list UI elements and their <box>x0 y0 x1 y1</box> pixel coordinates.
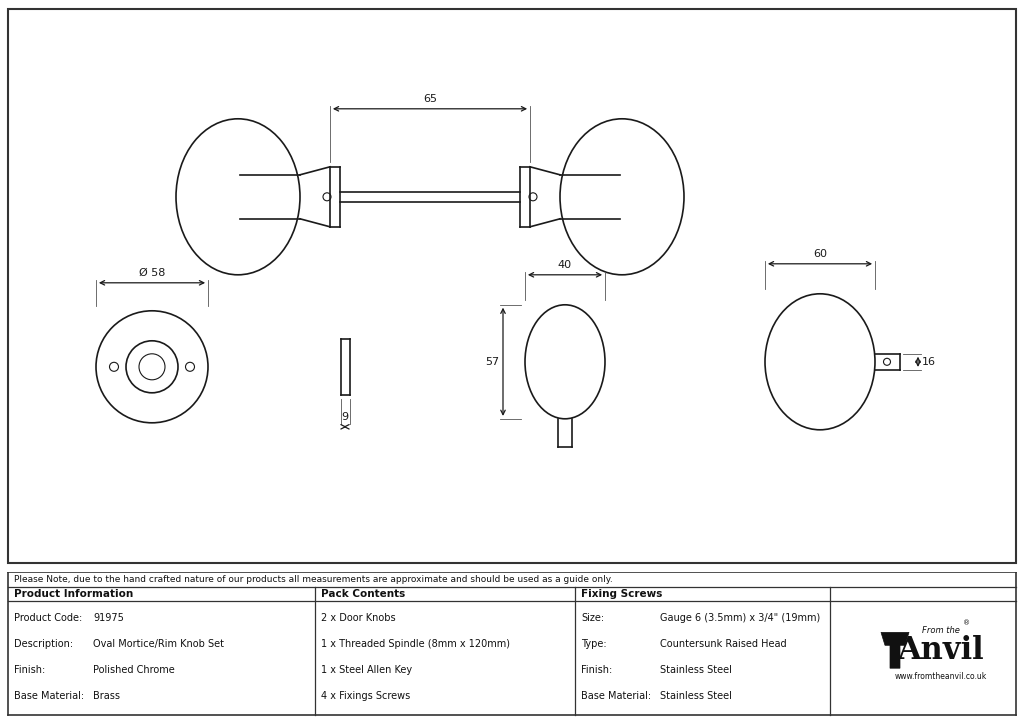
Text: Please Note, due to the hand crafted nature of our products all measurements are: Please Note, due to the hand crafted nat… <box>14 574 612 584</box>
Text: 16: 16 <box>922 357 936 367</box>
Text: Type:: Type: <box>581 639 606 649</box>
Text: Base Material:: Base Material: <box>14 691 84 700</box>
Text: Product Code:: Product Code: <box>14 613 82 623</box>
Text: 1 x Threaded Spindle (8mm x 120mm): 1 x Threaded Spindle (8mm x 120mm) <box>321 639 510 649</box>
Text: 9: 9 <box>341 412 348 422</box>
Text: ®: ® <box>964 620 971 626</box>
Text: From the: From the <box>922 626 959 635</box>
Text: Stainless Steel: Stainless Steel <box>660 691 732 700</box>
Text: 1 x Steel Allen Key: 1 x Steel Allen Key <box>321 665 412 675</box>
Text: 57: 57 <box>485 357 499 367</box>
Text: Product Information: Product Information <box>14 589 133 599</box>
Text: Base Material:: Base Material: <box>581 691 651 700</box>
Text: 2 x Door Knobs: 2 x Door Knobs <box>321 613 395 623</box>
Polygon shape <box>881 632 909 668</box>
Text: Finish:: Finish: <box>581 665 612 675</box>
Text: Gauge 6 (3.5mm) x 3/4" (19mm): Gauge 6 (3.5mm) x 3/4" (19mm) <box>660 613 820 623</box>
Text: 91975: 91975 <box>93 613 124 623</box>
Text: Anvil: Anvil <box>898 635 984 666</box>
Text: www.fromtheanvil.co.uk: www.fromtheanvil.co.uk <box>895 672 987 681</box>
Text: 60: 60 <box>813 249 827 259</box>
Text: Brass: Brass <box>93 691 120 700</box>
Text: Countersunk Raised Head: Countersunk Raised Head <box>660 639 786 649</box>
Text: Stainless Steel: Stainless Steel <box>660 665 732 675</box>
Text: Pack Contents: Pack Contents <box>321 589 406 599</box>
Text: Polished Chrome: Polished Chrome <box>93 665 175 675</box>
Text: 40: 40 <box>558 260 572 270</box>
Text: Size:: Size: <box>581 613 604 623</box>
Text: Finish:: Finish: <box>14 665 45 675</box>
Text: 4 x Fixings Screws: 4 x Fixings Screws <box>321 691 411 700</box>
Text: Oval Mortice/Rim Knob Set: Oval Mortice/Rim Knob Set <box>93 639 224 649</box>
Text: Description:: Description: <box>14 639 73 649</box>
Text: Ø 58: Ø 58 <box>139 267 165 278</box>
Text: 65: 65 <box>423 93 437 104</box>
Text: Fixing Screws: Fixing Screws <box>581 589 663 599</box>
